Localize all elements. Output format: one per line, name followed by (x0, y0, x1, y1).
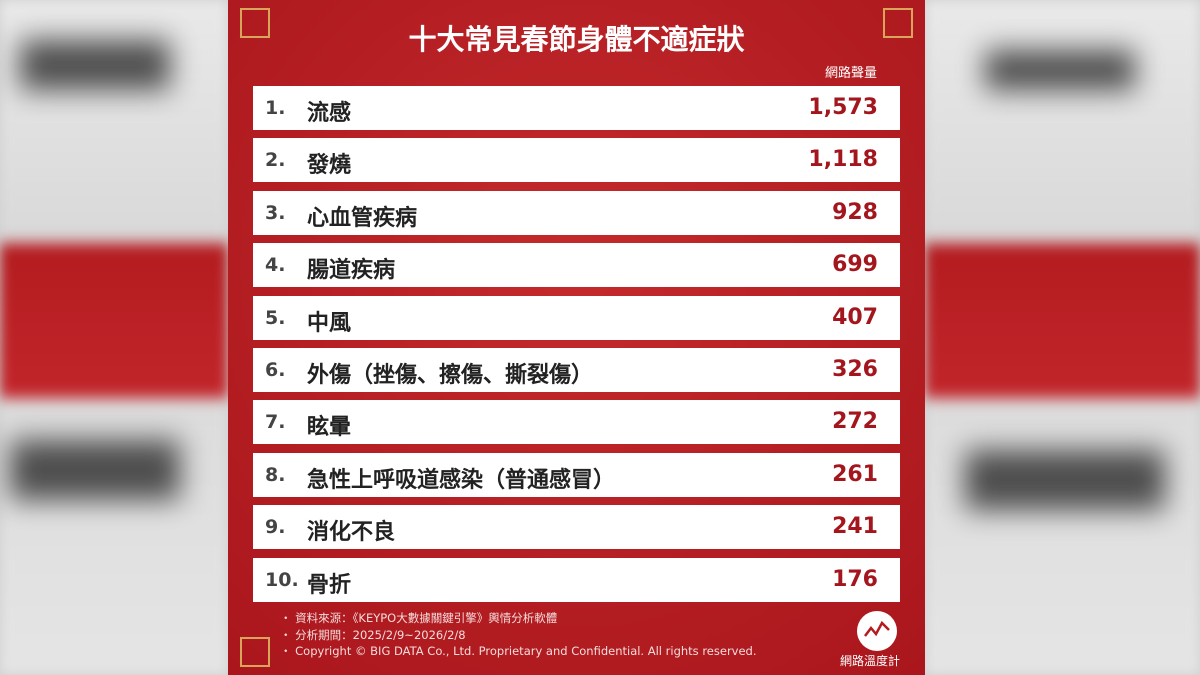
volume: 272 (832, 409, 878, 435)
symptom: 消化不良 (307, 520, 396, 546)
bullet: ・ (280, 644, 296, 658)
symptom: 中風 (307, 310, 352, 336)
footer-note: ・ Copyright © BIG DATA Co., Ltd. Proprie… (280, 643, 757, 659)
table-row: 4. 腸道疾病 699 (253, 243, 900, 288)
rank: 5. (265, 306, 286, 329)
table-row: 2. 發燒 1,118 (253, 138, 900, 183)
volume: 241 (832, 514, 878, 540)
note-text: 分析期間：2025/2/9~2026/2/8 (295, 627, 466, 642)
bullet: ・ (280, 611, 296, 625)
blurred-background (0, 0, 228, 675)
volume: 326 (832, 357, 878, 382)
logo-text: 網路溫度計 (840, 654, 901, 668)
volume: 176 (832, 566, 878, 592)
rank: 2. (265, 149, 286, 172)
table-row: 6. 外傷（挫傷、擦傷、撕裂傷） 326 (253, 348, 900, 392)
symptom: 骨折 (307, 572, 352, 598)
rank: 4. (265, 254, 286, 277)
rank: 7. (265, 411, 286, 434)
volume: 1,118 (808, 147, 878, 173)
volume: 928 (832, 199, 878, 225)
rank: 3. (265, 201, 286, 224)
table-row: 3. 心血管疾病 928 (253, 190, 900, 235)
table-row: 7. 眩暈 272 (253, 400, 900, 445)
blurred-background (925, 0, 1200, 675)
symptom: 急性上呼吸道感染（普通感冒） (307, 467, 616, 493)
table-row: 10. 骨折 176 (253, 557, 900, 602)
logo-icon (857, 611, 897, 651)
symptom: 流感 (307, 101, 352, 126)
rank: 9. (265, 516, 286, 539)
footer-note: ・ 資料來源：《KEYPO大數據關鍵引擎》輿情分析軟體 (280, 610, 557, 626)
volume: 1,573 (808, 95, 878, 120)
symptom: 外傷（挫傷、擦傷、撕裂傷） (307, 363, 594, 388)
table-row: 8. 急性上呼吸道感染（普通感冒） 261 (253, 452, 900, 497)
rank: 10. (265, 568, 299, 591)
volume: 407 (832, 304, 878, 330)
bullet: ・ (280, 627, 296, 642)
table-row: 9. 消化不良 241 (253, 505, 900, 550)
symptom: 心血管疾病 (307, 205, 418, 231)
symptom: 眩暈 (307, 415, 352, 441)
rank: 8. (265, 463, 286, 486)
volume: 261 (832, 461, 878, 487)
column-label: 網路聲量 (824, 66, 877, 81)
corner-ornament (883, 8, 913, 38)
rank: 1. (265, 97, 286, 119)
symptom: 腸道疾病 (307, 258, 396, 284)
corner-ornament (240, 637, 270, 667)
note-text: 資料來源：《KEYPO大數據關鍵引擎》輿情分析軟體 (295, 611, 558, 625)
title: 十大常見春節身體不適症狀 (408, 23, 745, 56)
table-row: 1. 流感 1,573 (253, 86, 900, 130)
corner-ornament (240, 8, 270, 38)
table-row: 5. 中風 407 (253, 295, 900, 340)
infographic: 十大常見春節身體不適症狀 網路聲量 1. 流感 1,573 2. 發燒 1,118 3. 心血… (228, 0, 925, 675)
symptom: 發燒 (307, 153, 352, 179)
volume: 699 (832, 252, 878, 278)
rank: 6. (265, 359, 286, 381)
footer-note: ・ 分析期間：2025/2/9~2026/2/8 (280, 627, 466, 643)
note-text: Copyright © BIG DATA Co., Ltd. Proprieta… (295, 644, 757, 658)
